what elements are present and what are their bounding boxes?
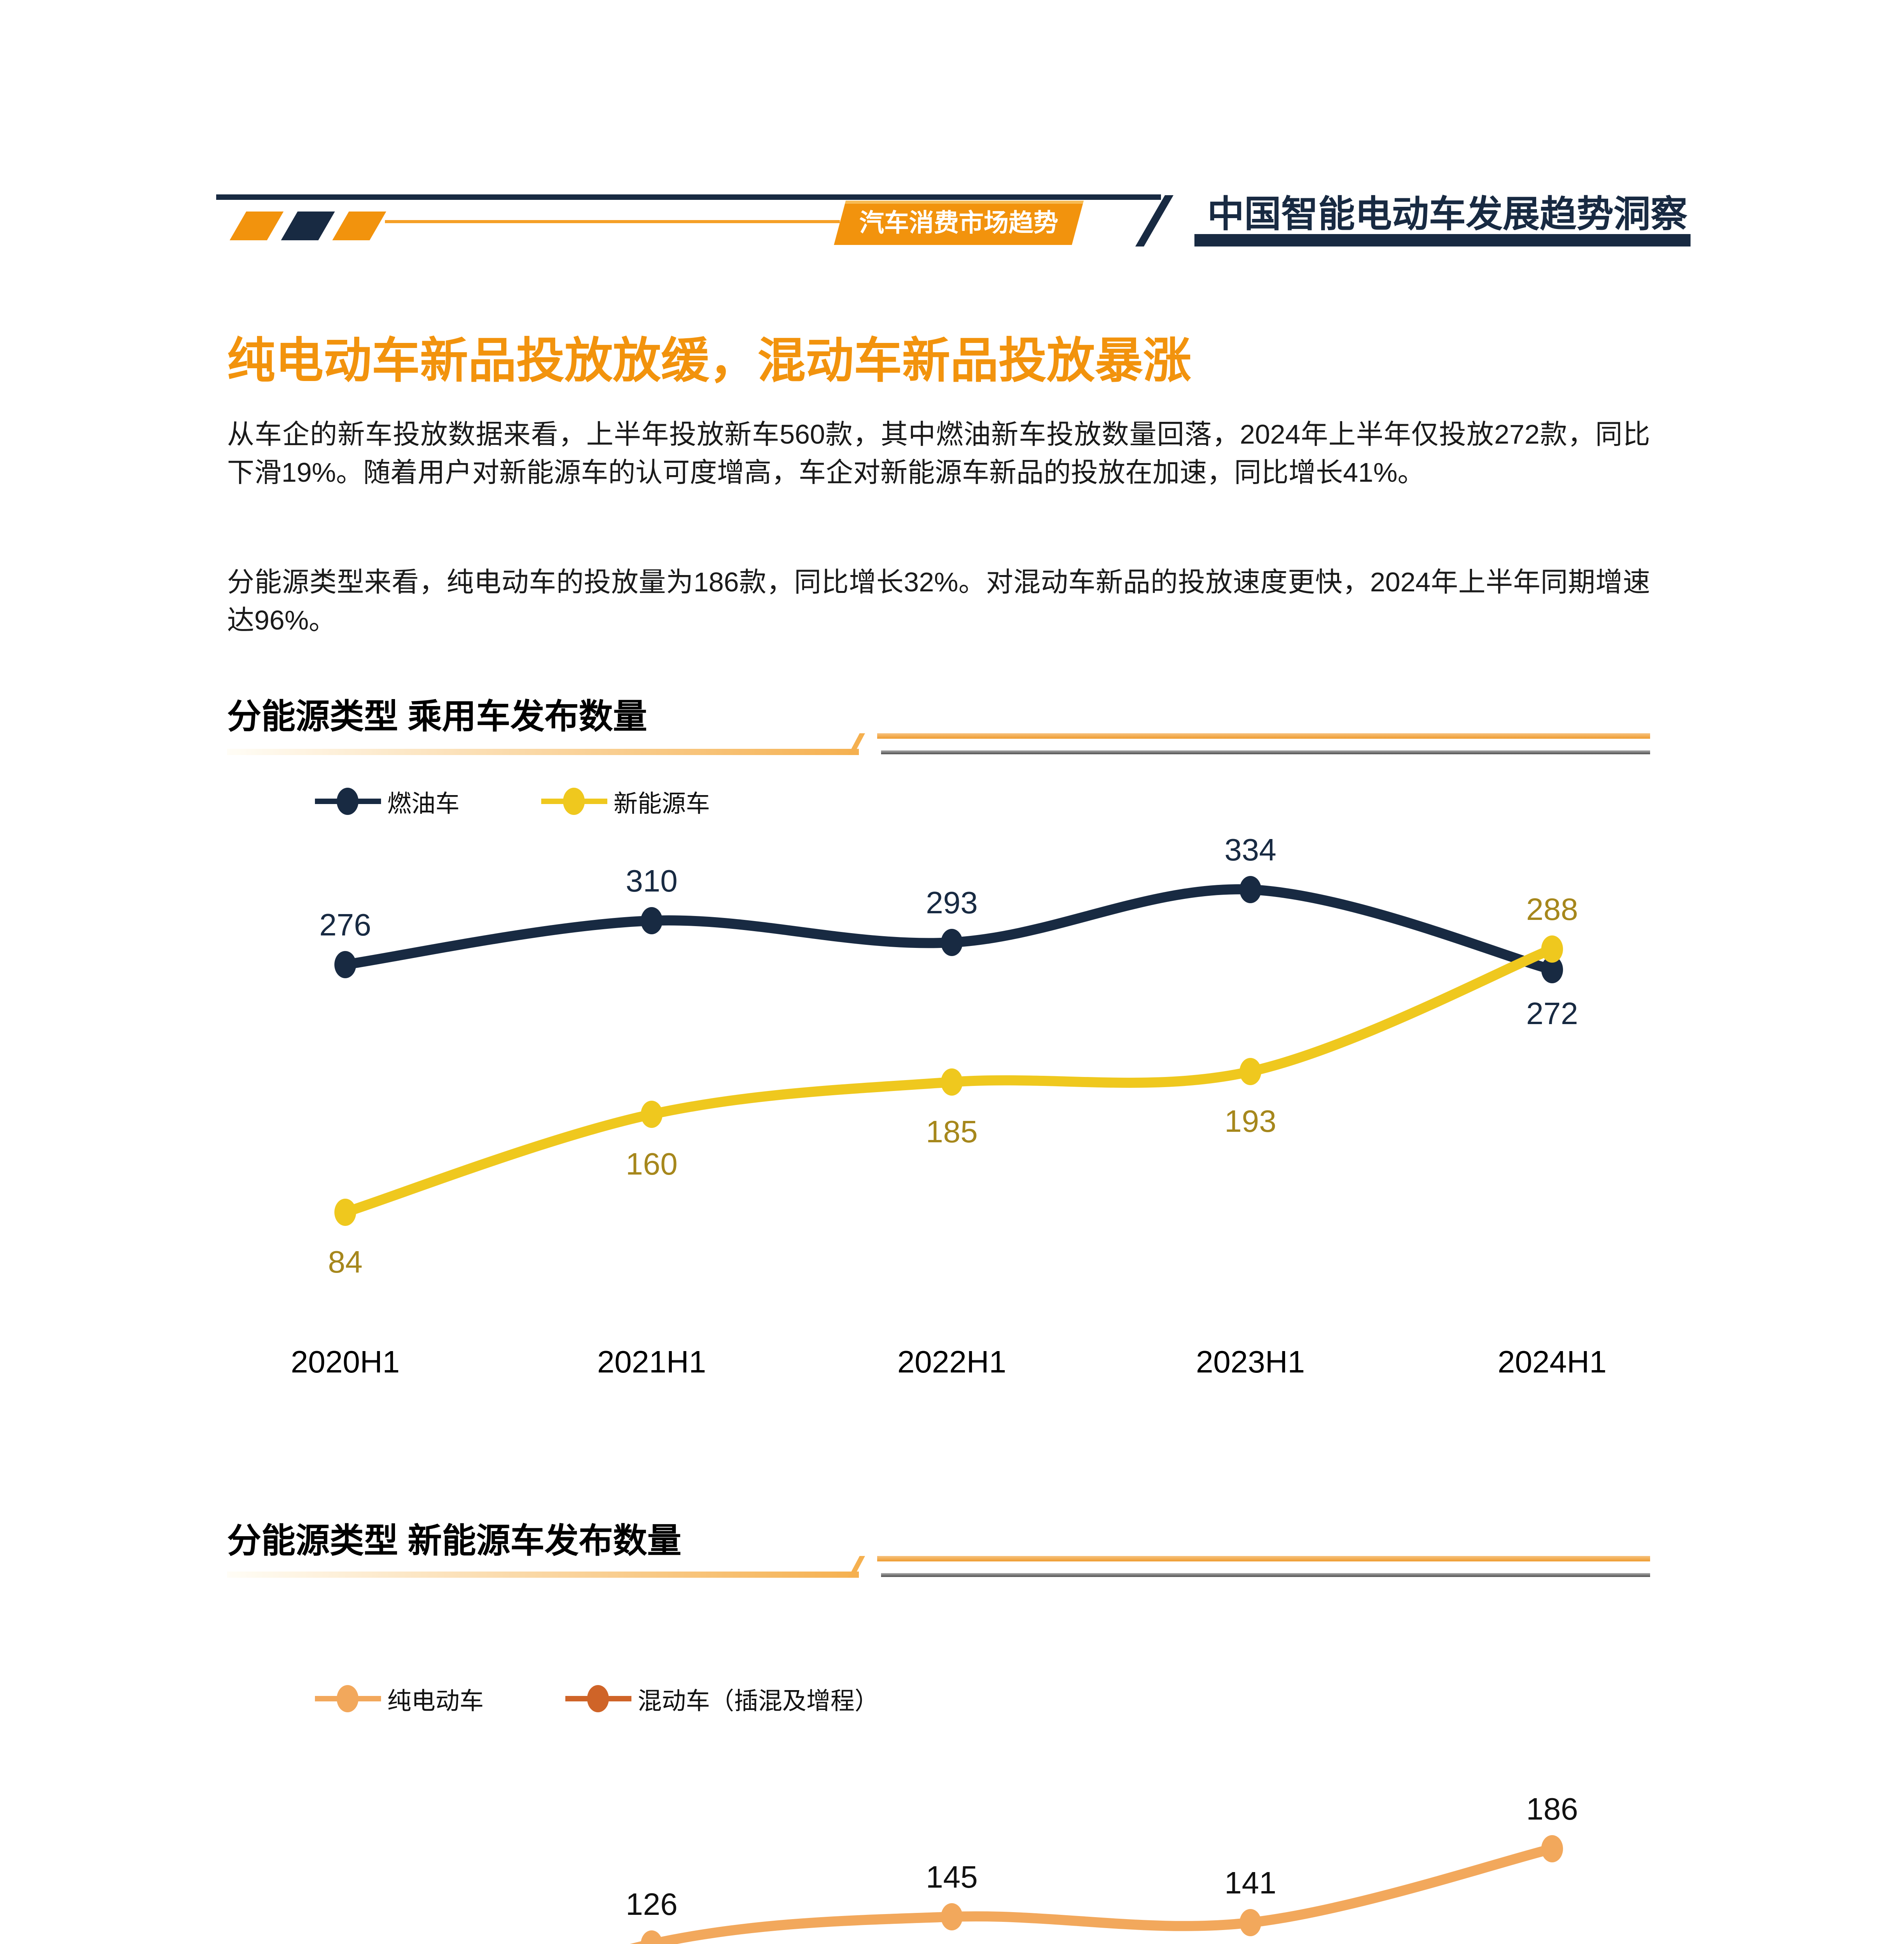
heading-underline-decoration: [227, 1556, 1650, 1579]
data-label: 193: [1224, 1104, 1276, 1138]
legend-marker-icon: [315, 1685, 381, 1712]
data-point: [641, 1930, 663, 1944]
legend-item-bev: 纯电动车: [315, 1681, 484, 1716]
legend-label: 混动车（插混及增程）: [638, 1688, 879, 1715]
underline-orange-line: [877, 733, 1650, 739]
data-point: [1240, 1058, 1261, 1085]
x-axis-label: 2024H1: [1498, 1344, 1607, 1379]
legend-item-fuel: 燃油车: [315, 784, 460, 819]
header-bottom-bar: [1194, 234, 1691, 246]
data-point: [1541, 956, 1563, 983]
heading-underline-decoration: [227, 733, 1650, 757]
legend-item-nev: 新能源车: [541, 784, 710, 819]
section-badge-label: 汽车消费市场趋势: [859, 209, 1058, 237]
data-point: [941, 1068, 963, 1096]
data-point: [1541, 1835, 1563, 1862]
data-label: 293: [926, 885, 977, 920]
paragraph: 从车企的新车投放数据来看，上半年投放新车560款，其中燃油新车投放数量回落，20…: [227, 419, 1650, 488]
data-label: 185: [926, 1114, 977, 1149]
page-title: 纯电动车新品投放放缓，混动车新品投放暴涨: [227, 334, 1192, 388]
data-label: 145: [926, 1860, 977, 1894]
data-point: [1541, 935, 1563, 963]
legend-marker-icon: [315, 788, 381, 815]
data-point: [334, 951, 356, 978]
underline-gray-line: [881, 1573, 1650, 1577]
data-label: 126: [626, 1887, 677, 1921]
underline-orange-line: [877, 1556, 1650, 1561]
x-axis-label: 2021H1: [597, 1344, 706, 1379]
data-label: 276: [319, 907, 371, 942]
legend-item-hybrid: 混动车（插混及增程）: [565, 1681, 879, 1716]
x-axis-label: 2020H1: [291, 1344, 400, 1379]
data-point: [641, 907, 663, 934]
chart1-legend: 燃油车 新能源车: [315, 784, 710, 819]
data-point: [641, 1101, 663, 1128]
legend-label: 新能源车: [614, 790, 710, 817]
data-point: [1240, 876, 1261, 903]
data-label: 310: [626, 864, 677, 898]
report-title: 中国智能电动车发展趋势洞察: [1207, 194, 1687, 235]
data-point: [941, 1903, 963, 1930]
legend-label: 纯电动车: [387, 1688, 484, 1715]
paragraph: 分能源类型来看，纯电动车的投放量为186款，同比增长32%。对混动车新品的投放速…: [227, 567, 1650, 635]
legend-marker-icon: [541, 788, 608, 815]
header-top-rule: [216, 194, 1161, 200]
data-label: 186: [1526, 1792, 1578, 1826]
data-label: 288: [1526, 892, 1578, 927]
underline-left-segment: [227, 1572, 859, 1578]
data-point: [941, 929, 963, 956]
data-label: 84: [328, 1245, 363, 1279]
header-orange-rule: [385, 220, 840, 223]
data-point: [334, 1199, 356, 1226]
data-label: 334: [1224, 832, 1276, 867]
x-axis-label: 2023H1: [1196, 1344, 1305, 1379]
x-axis-label: 2022H1: [897, 1344, 1006, 1379]
underline-gray-line: [881, 750, 1650, 754]
underline-left-segment: [227, 749, 859, 755]
data-label: 141: [1224, 1865, 1276, 1900]
data-label: 272: [1526, 996, 1578, 1031]
legend-label: 燃油车: [387, 790, 460, 817]
data-label: 160: [626, 1147, 677, 1181]
chart1-heading: 分能源类型 乘用车发布数量: [227, 697, 647, 736]
chart2-legend: 纯电动车 混动车（插混及增程）: [315, 1681, 879, 1716]
chart2-heading: 分能源类型 新能源车发布数量: [227, 1521, 682, 1560]
data-point: [1240, 1909, 1261, 1936]
legend-marker-icon: [565, 1685, 632, 1712]
